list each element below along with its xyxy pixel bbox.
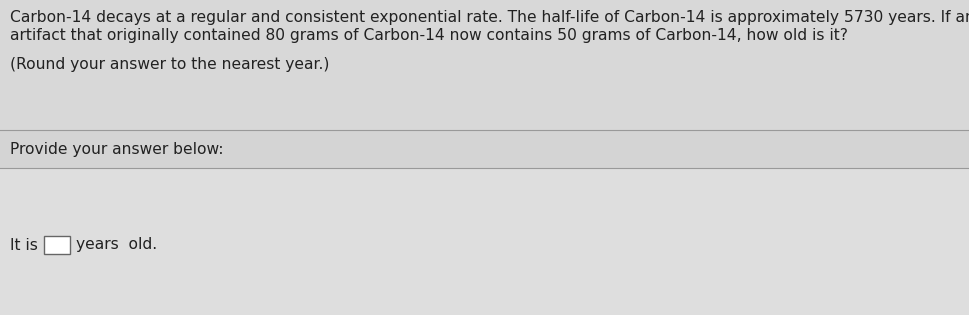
Text: artifact that originally contained 80 grams of Carbon-14 now contains 50 grams o: artifact that originally contained 80 gr…	[10, 28, 847, 43]
Text: Provide your answer below:: Provide your answer below:	[10, 142, 223, 157]
Bar	[44, 236, 70, 254]
Bar	[0, 168, 969, 315]
Text: years  old.: years old.	[76, 238, 157, 253]
Bar	[0, 130, 969, 315]
Text: Carbon-14 decays at a regular and consistent exponential rate. The half-life of : Carbon-14 decays at a regular and consis…	[10, 10, 969, 25]
Text: (Round your answer to the nearest year.): (Round your answer to the nearest year.)	[10, 57, 328, 72]
Text: It is: It is	[10, 238, 38, 253]
